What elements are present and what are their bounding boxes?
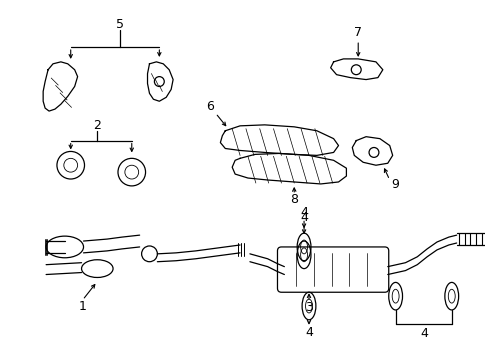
Text: 6: 6 (206, 100, 214, 113)
Text: 1: 1 (79, 300, 86, 312)
Text: 9: 9 (391, 179, 399, 192)
Text: 5: 5 (116, 18, 123, 31)
Text: 4: 4 (305, 326, 312, 339)
Text: 2: 2 (93, 120, 101, 132)
Text: 4: 4 (300, 211, 307, 224)
Text: 4: 4 (300, 206, 307, 219)
Text: 4: 4 (419, 327, 427, 340)
Text: 7: 7 (353, 26, 362, 39)
Text: 8: 8 (289, 193, 298, 206)
Text: 3: 3 (305, 301, 312, 315)
